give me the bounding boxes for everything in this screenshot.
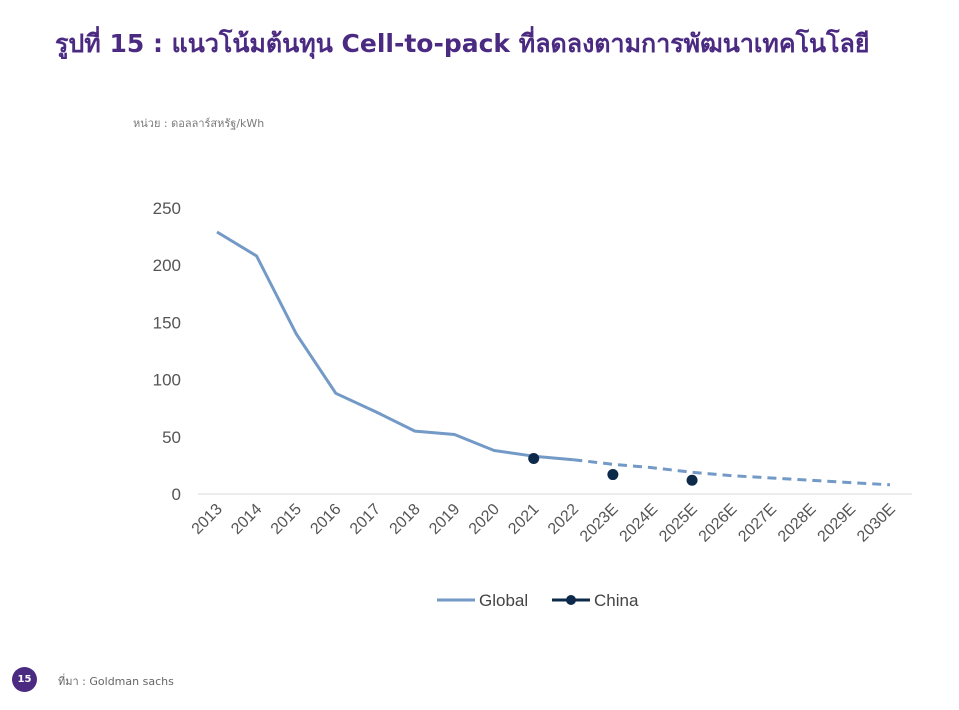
x-tick-label: 2019	[426, 501, 463, 538]
cost-trend-chart: 0 50 100 150 200 250 2013 2014 2015 2016 2017 2018…	[153, 199, 912, 610]
y-tick-label: 100	[153, 371, 181, 390]
unit-label: หน่วย : ดอลลาร์สหรัฐ/kWh	[133, 117, 265, 130]
y-tick-label: 250	[153, 199, 181, 218]
x-tick-label: 2025E	[656, 501, 701, 546]
y-axis-ticks: 0 50 100 150 200 250	[153, 199, 181, 504]
legend: Global China	[437, 591, 639, 610]
x-tick-label: 2029E	[815, 501, 860, 546]
china-point	[607, 469, 619, 481]
series-china	[528, 453, 698, 486]
x-tick-label: 2015	[268, 501, 305, 538]
x-tick-label: 2024E	[617, 501, 662, 546]
y-tick-label: 50	[162, 428, 181, 447]
legend-global-label: Global	[479, 591, 528, 610]
global-line-forecast	[573, 458, 891, 487]
x-tick-label: 2018	[387, 501, 424, 538]
x-tick-label: 2021	[505, 501, 542, 538]
x-tick-label: 2030E	[854, 501, 899, 546]
y-tick-label: 150	[153, 313, 181, 332]
source-note: ที่มา : Goldman sachs	[58, 675, 174, 688]
page-number-badge: 15	[12, 667, 37, 692]
x-tick-label: 2028E	[775, 501, 820, 546]
china-point	[686, 474, 698, 486]
legend-china-marker	[566, 595, 576, 605]
x-tick-label: 2023E	[577, 501, 622, 546]
x-tick-label: 2014	[228, 501, 265, 538]
x-tick-label: 2020	[466, 501, 503, 538]
x-tick-label: 2016	[307, 501, 344, 538]
x-axis-ticks: 2013 2014 2015 2016 2017 2018 2019 2020 2021 2022…	[189, 501, 899, 546]
legend-china-label: China	[594, 591, 639, 610]
china-point	[528, 453, 540, 465]
series-global	[216, 230, 891, 487]
x-tick-label: 2017	[347, 501, 384, 538]
page-title: รูปที่ 15 : แนวโน้มต้นทุน Cell-to-pack ท…	[55, 29, 870, 58]
x-tick-label: 2027E	[735, 501, 780, 546]
y-tick-label: 0	[172, 485, 181, 504]
x-tick-label: 2026E	[696, 501, 741, 546]
global-line-actual	[216, 230, 574, 462]
y-tick-label: 200	[153, 256, 181, 275]
x-tick-label: 2022	[545, 501, 582, 538]
x-tick-label: 2013	[189, 501, 226, 538]
